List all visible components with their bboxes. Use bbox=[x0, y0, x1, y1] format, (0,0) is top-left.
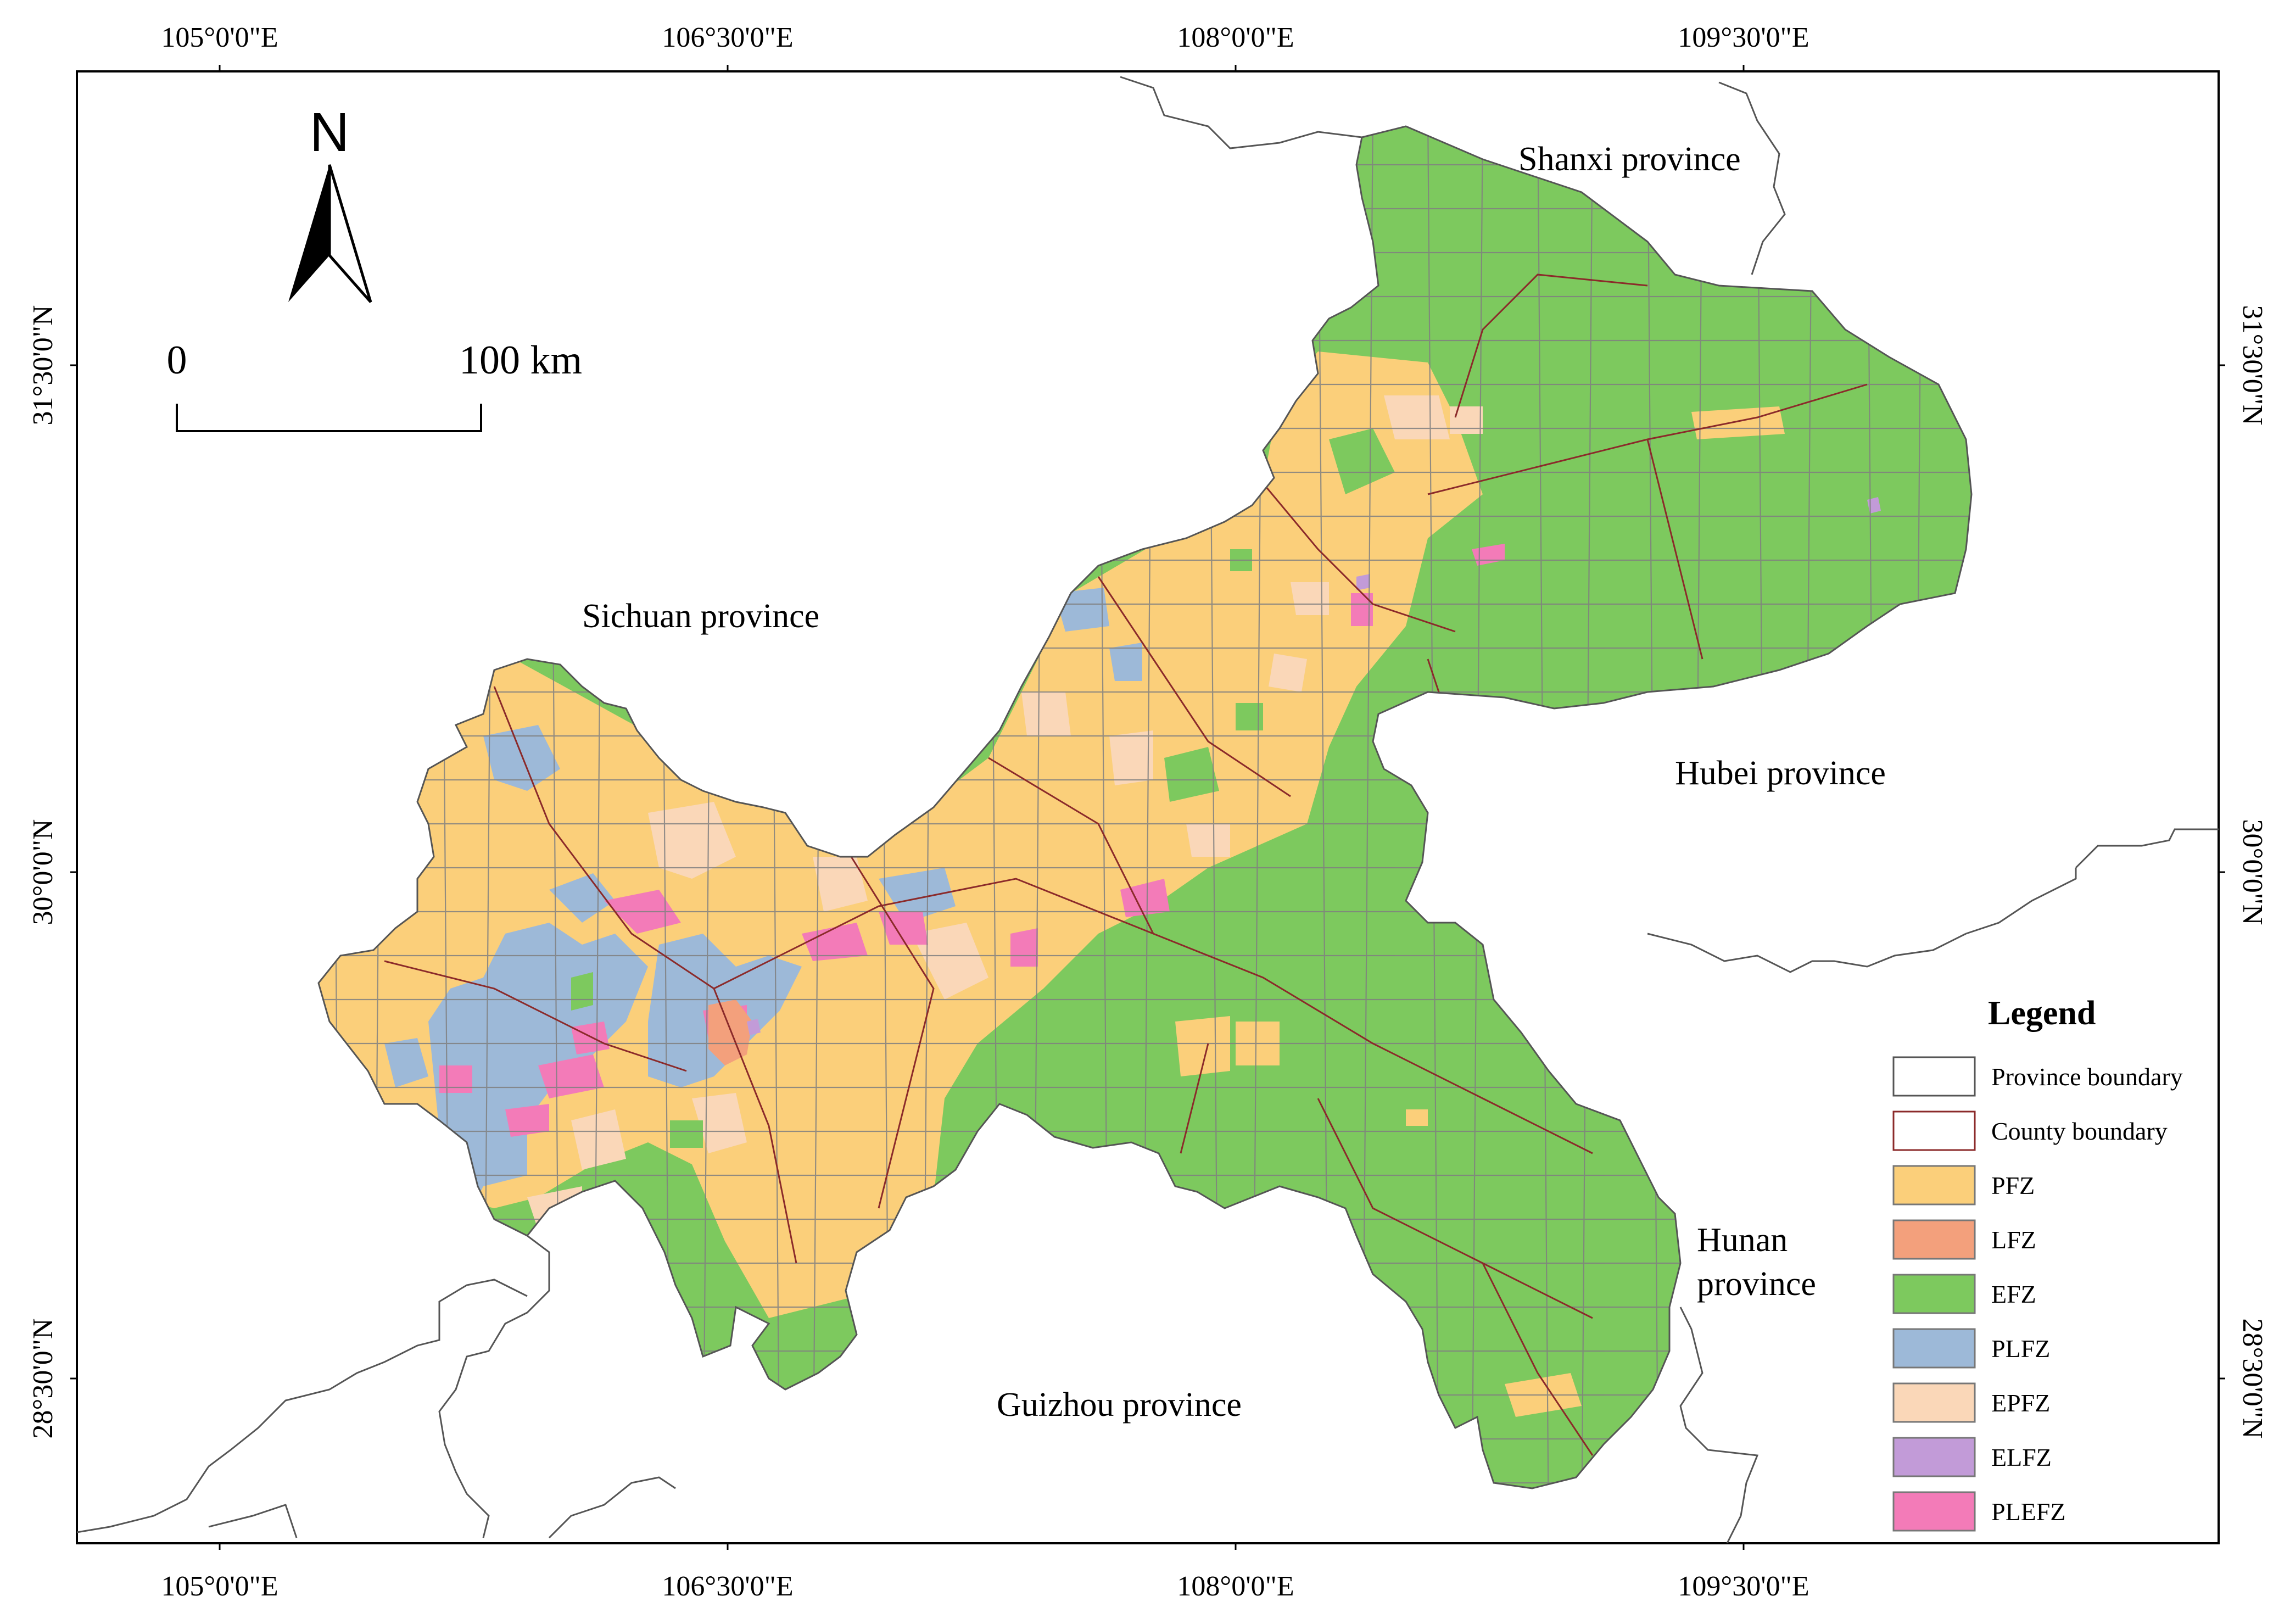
legend-label: ELFZ bbox=[1991, 1443, 2052, 1471]
legend-label: LFZ bbox=[1991, 1226, 2036, 1254]
lfz-urban-core bbox=[708, 1000, 752, 1065]
legend-swatch bbox=[1892, 1274, 1976, 1314]
bottom-tick-label: 109°30'0"E bbox=[1678, 1571, 1809, 1602]
legend-swatch bbox=[1892, 1110, 1976, 1151]
top-tick-label: 108°0'0"E bbox=[1177, 22, 1294, 53]
top-tick-label: 105°0'0"E bbox=[161, 22, 278, 53]
left-tick-label: 28°30'0"N bbox=[27, 1319, 59, 1439]
right-tick-label: 28°30'0"N bbox=[2237, 1319, 2268, 1439]
chongqing-outline bbox=[317, 125, 1973, 1489]
scale-bar-start-label: 0 bbox=[167, 338, 187, 383]
region-label-hunan-line2: province bbox=[1697, 1265, 1816, 1303]
map-frame bbox=[76, 70, 2220, 1544]
left-axis-labels: 31°30'0"N 30°0'0"N 28°30'0"N bbox=[27, 305, 59, 1439]
legend-label: EFZ bbox=[1991, 1280, 2036, 1308]
legend-swatch bbox=[1892, 1219, 1976, 1260]
graticule-ticks bbox=[70, 65, 2225, 1550]
right-tick-label: 30°0'0"N bbox=[2237, 819, 2268, 925]
legend-title: Legend bbox=[1988, 995, 2096, 1032]
province-boundaries bbox=[77, 76, 2219, 1543]
region-label-guizhou: Guizhou province bbox=[997, 1386, 1242, 1424]
bottom-tick-label: 108°0'0"E bbox=[1177, 1571, 1294, 1602]
region-label-sichuan: Sichuan province bbox=[582, 598, 819, 635]
legend-label: PFZ bbox=[1991, 1171, 2035, 1199]
left-tick-label: 30°0'0"N bbox=[27, 819, 59, 925]
scale-bar: 0 100 km bbox=[167, 338, 582, 432]
region-label-hunan: Hunan bbox=[1697, 1221, 1788, 1259]
legend: Legend Province boundary County boundary P… bbox=[1892, 995, 2183, 1532]
right-tick-label: 31°30'0"N bbox=[2237, 305, 2268, 426]
scale-bar-end-label: 100 km bbox=[459, 338, 582, 383]
legend-swatch bbox=[1892, 1437, 1976, 1477]
region-label-shanxi: Shanxi province bbox=[1518, 141, 1741, 178]
bottom-tick-label: 105°0'0"E bbox=[161, 1571, 278, 1602]
region-label-hubei: Hubei province bbox=[1675, 755, 1886, 792]
bottom-axis-labels: 105°0'0"E 106°30'0"E 108°0'0"E 109°30'0"… bbox=[161, 1571, 1809, 1602]
legend-swatch bbox=[1892, 1056, 1976, 1097]
bottom-tick-label: 106°30'0"E bbox=[662, 1571, 793, 1602]
legend-label: Province boundary bbox=[1991, 1063, 2183, 1091]
top-tick-label: 106°30'0"E bbox=[662, 22, 793, 53]
north-arrow-icon: N bbox=[288, 102, 372, 303]
left-tick-label: 31°30'0"N bbox=[27, 305, 59, 426]
legend-label: PLFZ bbox=[1991, 1335, 2050, 1363]
legend-swatch bbox=[1892, 1382, 1976, 1423]
right-axis-labels: 31°30'0"N 30°0'0"N 28°30'0"N bbox=[2237, 305, 2268, 1439]
top-tick-label: 109°30'0"E bbox=[1678, 22, 1809, 53]
top-axis-labels: 105°0'0"E 106°30'0"E 108°0'0"E 109°30'0"… bbox=[161, 22, 1809, 53]
legend-swatch bbox=[1892, 1491, 1976, 1532]
north-arrow-label: N bbox=[310, 102, 349, 163]
legend-swatch bbox=[1892, 1165, 1976, 1206]
legend-swatch bbox=[1892, 1328, 1976, 1369]
legend-label: County boundary bbox=[1991, 1117, 2168, 1145]
legend-label: PLEFZ bbox=[1991, 1498, 2065, 1526]
legend-label: EPFZ bbox=[1991, 1389, 2050, 1417]
